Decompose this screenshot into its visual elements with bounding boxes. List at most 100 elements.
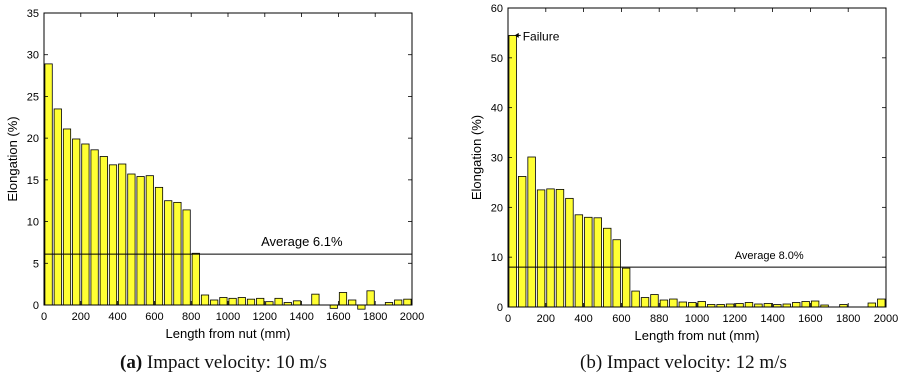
bar <box>127 173 136 306</box>
y-tick-label: 10 <box>491 252 503 264</box>
y-tick-label: 20 <box>491 202 503 214</box>
bar <box>508 35 517 308</box>
bar <box>44 63 53 306</box>
bar <box>763 303 773 308</box>
bar <box>62 128 72 306</box>
axes-frame <box>507 7 887 308</box>
y-axis-label: Elongation (%) <box>469 115 484 200</box>
bar <box>210 299 219 306</box>
x-tick-label: 1200 <box>723 313 747 325</box>
bar <box>136 176 145 306</box>
x-axis-label: Length from nut (mm) <box>635 328 760 343</box>
y-tick-label: 30 <box>491 153 503 165</box>
bar <box>118 163 127 306</box>
x-tick-label: 1600 <box>798 313 822 325</box>
bar <box>403 298 412 306</box>
bar <box>565 197 574 308</box>
bar <box>99 156 108 306</box>
bar <box>546 188 555 308</box>
x-tick-label: 1800 <box>363 311 387 323</box>
chart-a: Average 6.1%0 200 400 600 800 1000 1200 1400 160… <box>5 8 424 341</box>
y-axis-label: Elongation (%) <box>5 116 20 201</box>
y-tick-label: 5 <box>33 258 39 270</box>
bar <box>640 297 650 308</box>
y-tick-label: 10 <box>27 217 39 229</box>
y-tick-label: 15 <box>27 175 39 187</box>
bar <box>555 188 565 308</box>
failure-arrowhead <box>514 32 519 38</box>
y-tick-label: 40 <box>491 103 503 115</box>
bar <box>53 108 62 306</box>
y-tick-label: 25 <box>27 91 39 103</box>
y-tick-label: 0 <box>497 302 503 314</box>
bar <box>697 301 706 308</box>
bar <box>311 293 320 306</box>
x-tick-label: 0 <box>41 311 47 323</box>
bar <box>329 304 338 309</box>
bar <box>200 294 210 306</box>
bar <box>90 149 99 306</box>
bar <box>182 209 191 306</box>
bar <box>274 297 283 306</box>
x-tick-label: 1400 <box>289 311 313 323</box>
bar <box>536 189 546 308</box>
average-label: Average 8.0% <box>735 250 804 262</box>
x-axis-label: Length from nut (mm) <box>166 326 291 341</box>
average-label: Average 6.1% <box>261 234 343 249</box>
x-tick-label: 800 <box>182 311 200 323</box>
failure-label: Failure <box>523 29 560 43</box>
bar <box>348 299 357 306</box>
bar <box>669 298 678 308</box>
bar <box>593 217 602 308</box>
bar <box>366 290 375 306</box>
caption-a: (a) Impact velocity: 10 m/s <box>120 352 327 373</box>
bar <box>145 175 154 306</box>
bar <box>357 304 366 310</box>
bar <box>810 300 820 308</box>
bar <box>108 164 118 306</box>
x-tick-label: 0 <box>505 313 511 325</box>
bar <box>292 300 302 306</box>
y-tick-label: 35 <box>27 8 39 20</box>
x-tick-label: 1800 <box>836 313 860 325</box>
bar <box>81 143 90 306</box>
bar <box>338 292 348 306</box>
bar <box>265 301 274 306</box>
x-tick-label: 2000 <box>874 313 898 325</box>
bar <box>527 156 536 308</box>
bar <box>612 239 621 308</box>
bar <box>659 299 669 308</box>
bar <box>735 303 744 308</box>
bar <box>228 297 237 306</box>
y-tick-label: 30 <box>27 50 39 62</box>
x-tick-label: 880 <box>650 313 668 325</box>
bar <box>394 299 403 306</box>
bar <box>256 297 265 306</box>
bar <box>237 297 246 306</box>
bar <box>688 302 697 308</box>
bar <box>584 216 593 308</box>
x-tick-label: 1200 <box>253 311 277 323</box>
y-tick-label: 20 <box>27 133 39 145</box>
x-tick-label: 400 <box>574 313 592 325</box>
x-tick-label: 1400 <box>760 313 784 325</box>
bar <box>801 301 810 308</box>
bar <box>72 138 81 306</box>
x-tick-label: 400 <box>108 311 126 323</box>
bar <box>744 302 754 308</box>
bar <box>877 298 886 308</box>
bar <box>164 200 173 306</box>
bar <box>678 301 688 308</box>
bar <box>792 302 801 308</box>
bar <box>631 290 640 308</box>
x-tick-label: 1000 <box>216 311 240 323</box>
bar <box>246 298 256 306</box>
bar <box>574 214 584 308</box>
caption-b: (b) Impact velocity: 12 m/s <box>580 352 787 373</box>
x-tick-label: 600 <box>145 311 163 323</box>
bar <box>219 297 228 306</box>
x-tick-label: 1000 <box>685 313 709 325</box>
bar <box>621 267 631 308</box>
y-tick-label: 60 <box>491 3 503 15</box>
